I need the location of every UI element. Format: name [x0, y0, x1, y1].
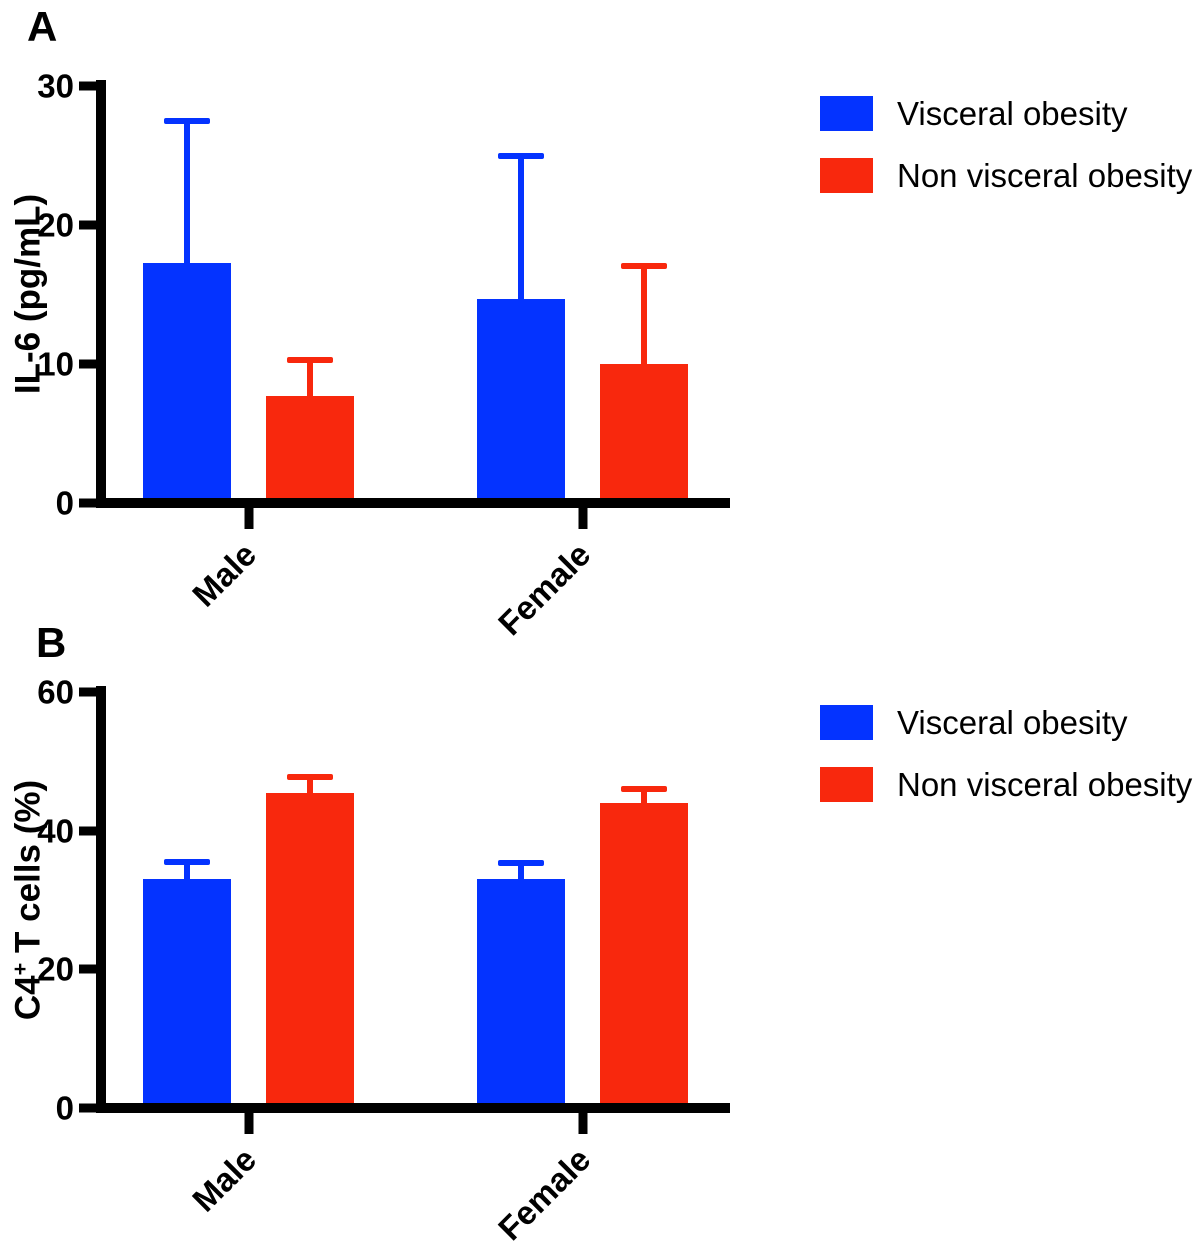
panel-b: B C4+ T cells (%) 0 20 40 60 Male Female Vis…: [0, 612, 1200, 1247]
panel-a: A IL-6 (pg/mL) 0 10 20 30 Male Female Viscer…: [0, 0, 1200, 643]
y-tick-label-60: 60: [37, 673, 74, 711]
error-bar-line-female-visceral-obesity: [518, 156, 524, 301]
y-axis-line: [96, 686, 106, 1113]
plot-area-b: 0 20 40 60 Male Female: [37, 676, 730, 1247]
legend-swatch-visceral-obesity: [820, 705, 873, 740]
y-tick-label-0: 0: [55, 1089, 74, 1127]
bar-female-non-visceral-obesity: [600, 364, 688, 503]
panel-a-letter: A: [27, 3, 58, 50]
plot-area-a: 0 10 20 30 Male Female: [37, 70, 730, 642]
x-tick-female: [578, 508, 587, 529]
bar-female-visceral-obesity: [477, 298, 565, 503]
legend-b: Visceral obesity Non visceral obesity: [820, 705, 1192, 829]
x-category-label-female: Female: [490, 1140, 598, 1247]
legend-row-non-visceral-obesity: Non visceral obesity: [820, 158, 1192, 193]
error-bar-cap-female-visceral-obesity: [498, 859, 544, 866]
x-category-label-male: Male: [185, 1140, 264, 1219]
error-bar-line-female-non-visceral-obesity: [641, 790, 647, 805]
error-bar-line-male-non-visceral-obesity: [307, 361, 313, 398]
y-axis-title-superscript: +: [6, 962, 32, 976]
x-tick-male: [244, 508, 253, 529]
x-tick-male: [244, 1113, 253, 1134]
error-bar-line-male-visceral-obesity: [184, 121, 190, 265]
x-axis-line: [96, 498, 730, 508]
error-bar-line-male-visceral-obesity: [184, 863, 190, 881]
y-tick-label-10: 10: [37, 345, 74, 383]
y-tick-40: [79, 826, 97, 836]
legend-row-non-visceral-obesity: Non visceral obesity: [820, 767, 1192, 802]
y-tick-label-40: 40: [37, 812, 74, 850]
bar-male-visceral-obesity: [143, 262, 231, 503]
y-tick-20: [79, 964, 97, 974]
y-tick-0: [79, 1103, 97, 1113]
bar-male-non-visceral-obesity: [266, 395, 354, 503]
error-bar-cap-female-non-visceral-obesity: [621, 262, 667, 269]
error-bar-cap-male-non-visceral-obesity: [287, 773, 333, 780]
legend-label-non-visceral-obesity: Non visceral obesity: [897, 157, 1193, 194]
y-tick-30: [79, 81, 97, 91]
y-tick-20: [79, 220, 97, 230]
legend-label-non-visceral-obesity: Non visceral obesity: [897, 766, 1193, 803]
error-bar-cap-female-visceral-obesity: [498, 152, 544, 159]
legend-a: Visceral obesity Non visceral obesity: [820, 96, 1192, 220]
error-bar-cap-female-non-visceral-obesity: [621, 786, 667, 793]
legend-swatch-non-visceral-obesity: [820, 767, 873, 802]
error-bar-cap-male-non-visceral-obesity: [287, 357, 333, 364]
bar-male-non-visceral-obesity: [266, 792, 354, 1108]
bar-male-visceral-obesity: [143, 878, 231, 1108]
legend-row-visceral-obesity: Visceral obesity: [820, 96, 1192, 131]
x-tick-female: [578, 1113, 587, 1134]
legend-label-visceral-obesity: Visceral obesity: [897, 704, 1128, 741]
y-tick-60: [79, 687, 97, 697]
y-tick-10: [79, 359, 97, 369]
y-axis-line: [96, 80, 106, 508]
y-tick-label-30: 30: [37, 67, 74, 105]
y-axis-title-text: T cells (%): [8, 779, 48, 963]
error-bar-line-male-non-visceral-obesity: [307, 777, 313, 795]
y-tick-label-20: 20: [37, 206, 74, 244]
panel-b-letter: B: [36, 619, 67, 666]
legend-row-visceral-obesity: Visceral obesity: [820, 705, 1192, 740]
x-axis-line: [96, 1103, 730, 1113]
error-bar-line-female-visceral-obesity: [518, 863, 524, 882]
legend-label-visceral-obesity: Visceral obesity: [897, 95, 1128, 132]
y-tick-0: [79, 498, 97, 508]
error-bar-line-female-non-visceral-obesity: [641, 266, 647, 366]
y-tick-label-20: 20: [37, 950, 74, 988]
y-tick-label-0: 0: [55, 484, 74, 522]
x-category-label-male: Male: [185, 535, 264, 614]
bar-female-non-visceral-obesity: [600, 802, 688, 1108]
legend-swatch-visceral-obesity: [820, 96, 873, 131]
bar-female-visceral-obesity: [477, 879, 565, 1108]
error-bar-cap-male-visceral-obesity: [164, 859, 210, 866]
legend-swatch-non-visceral-obesity: [820, 158, 873, 193]
error-bar-cap-male-visceral-obesity: [164, 117, 210, 124]
